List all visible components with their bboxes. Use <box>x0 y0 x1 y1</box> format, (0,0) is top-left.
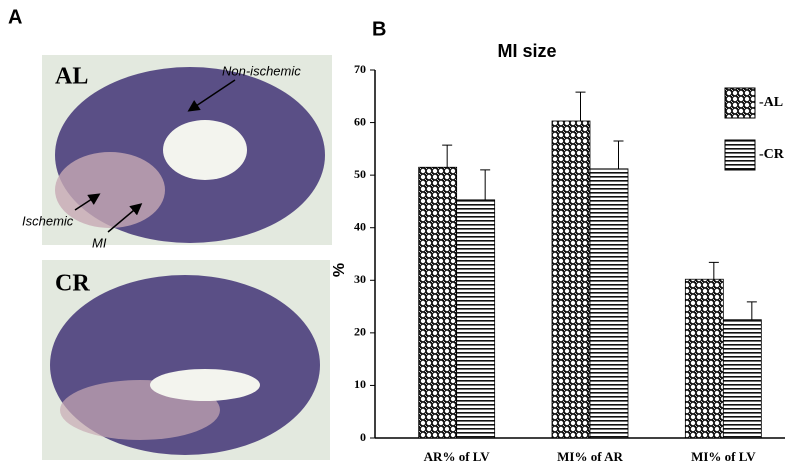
panel-label: B <box>372 18 386 40</box>
bar <box>418 166 458 439</box>
photo-label: CR <box>55 271 90 297</box>
bar <box>456 199 496 439</box>
photo: CR <box>42 260 330 460</box>
y-tick-label: 40 <box>354 219 366 233</box>
annotation: Non-ischemic <box>222 63 301 78</box>
photo: AL Non-ischemic Ischemic MI <box>22 55 332 250</box>
bar <box>684 278 724 439</box>
y-tick-label: 70 <box>354 62 366 76</box>
legend-swatch <box>724 139 756 171</box>
x-tick-label: MI% of LV <box>691 449 756 464</box>
annotation: MI <box>92 235 107 250</box>
y-tick-label: 0 <box>360 430 366 444</box>
y-tick-label: 60 <box>354 114 366 128</box>
panel-label: A <box>8 6 22 28</box>
bar <box>551 120 591 439</box>
error-bar <box>480 169 491 200</box>
bar <box>722 319 762 439</box>
legend-label: -AL <box>759 95 783 110</box>
annotation: Ischemic <box>22 213 74 228</box>
legend-swatch <box>724 87 756 119</box>
y-tick-label: 10 <box>354 377 366 391</box>
y-axis-label: % <box>331 263 348 277</box>
x-tick-label: AR% of LV <box>424 449 491 464</box>
x-tick-label: MI% of AR <box>557 449 623 464</box>
error-bar <box>613 140 624 169</box>
error-bar <box>708 261 719 280</box>
y-tick-label: 30 <box>354 272 366 286</box>
chart-title: MI size <box>497 41 556 61</box>
bar <box>589 168 629 439</box>
legend-label: -CR <box>759 147 785 162</box>
y-tick-label: 50 <box>354 167 366 181</box>
y-tick-label: 20 <box>354 325 366 339</box>
error-bar <box>575 91 586 121</box>
error-bar <box>746 301 757 320</box>
error-bar <box>442 144 453 168</box>
photo-label: AL <box>55 64 88 90</box>
